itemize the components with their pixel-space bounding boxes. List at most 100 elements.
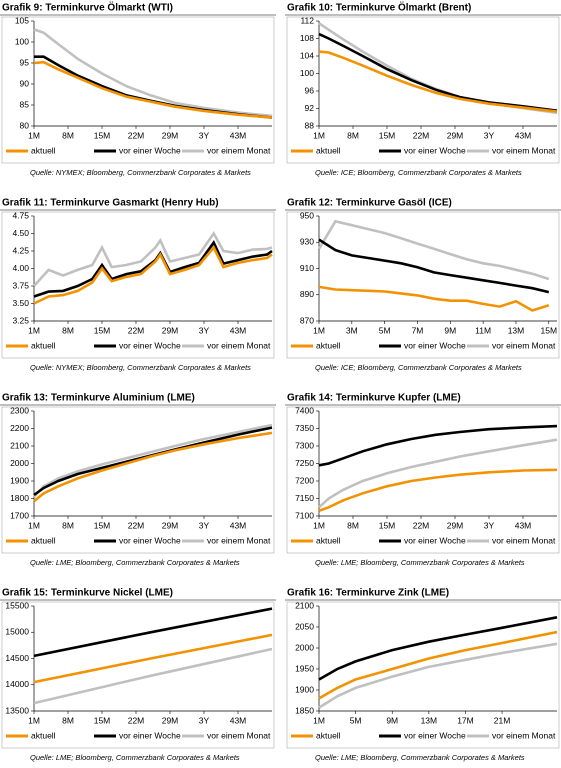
series-line xyxy=(33,607,273,658)
legend-label: vor einer Woche xyxy=(404,145,466,155)
x-tick-label: 3Y xyxy=(484,130,495,140)
x-tick-label: 43M xyxy=(230,520,247,530)
x-tick-label: 5M xyxy=(350,715,362,725)
y-tick-label: 2000 xyxy=(295,642,314,652)
x-tick-label: 29M xyxy=(162,520,179,530)
x-tick-label: 3Y xyxy=(199,520,210,530)
x-tick-label: 22M xyxy=(413,520,430,530)
series-line xyxy=(318,22,558,115)
y-tick-label: 2300 xyxy=(10,405,29,415)
y-tick-label: 910 xyxy=(300,263,314,273)
series-line xyxy=(318,438,558,509)
x-tick-label: 8M xyxy=(62,130,74,140)
chart-title: Grafik 12: Terminkurve Gasöl (ICE) xyxy=(287,198,452,209)
y-tick-label: 104 xyxy=(300,50,314,60)
chart-title: Grafik 11: Terminkurve Gasmarkt (Henry H… xyxy=(2,198,219,209)
y-tick-label: 950 xyxy=(300,210,314,220)
series-line xyxy=(33,245,273,305)
legend-label: aktuell xyxy=(31,145,56,155)
x-tick-label: 22M xyxy=(128,715,145,725)
series-line xyxy=(33,423,273,498)
x-tick-label: 3Y xyxy=(484,520,495,530)
legend-label: vor einem Monat xyxy=(492,730,556,740)
source-note: Quelle: NYMEX; Bloomberg, Commerzbank Co… xyxy=(30,168,251,177)
y-tick-label: 1800 xyxy=(10,493,29,503)
y-tick-label: 4.75 xyxy=(12,210,29,220)
y-tick-label: 890 xyxy=(300,289,314,299)
x-tick-label: 8M xyxy=(347,520,359,530)
y-tick-label: 85 xyxy=(20,99,30,109)
legend-label: vor einem Monat xyxy=(492,145,556,155)
frame xyxy=(286,16,560,164)
legend-label: aktuell xyxy=(316,145,341,155)
x-tick-label: 29M xyxy=(447,130,464,140)
frame xyxy=(1,601,275,749)
series-line xyxy=(34,55,273,119)
legend-label: aktuell xyxy=(31,730,56,740)
y-tick-label: 14500 xyxy=(5,653,29,663)
series-line xyxy=(33,231,273,287)
y-tick-label: 1900 xyxy=(295,684,314,694)
source-note: Quelle: LME; Bloomberg, Commerzbank Corp… xyxy=(315,558,525,567)
y-tick-label: 7300 xyxy=(295,440,314,450)
series-line xyxy=(318,50,558,113)
x-tick-label: 1M xyxy=(28,130,40,140)
series-line xyxy=(33,647,273,705)
x-tick-label: 15M xyxy=(379,130,396,140)
series-line xyxy=(318,238,550,294)
legend-label: vor einer Woche xyxy=(404,340,466,350)
y-tick-label: 105 xyxy=(15,15,29,25)
legend-label: vor einer Woche xyxy=(119,730,181,740)
y-tick-label: 7400 xyxy=(295,405,314,415)
x-tick-label: 9M xyxy=(386,715,398,725)
x-tick-label: 8M xyxy=(62,715,74,725)
legend-label: vor einem Monat xyxy=(207,535,271,545)
legend-label: vor einer Woche xyxy=(119,340,181,350)
y-tick-label: 13500 xyxy=(5,705,29,715)
x-tick-label: 15M xyxy=(94,130,111,140)
y-tick-label: 7200 xyxy=(295,475,314,485)
y-tick-label: 2100 xyxy=(295,600,314,610)
y-tick-label: 108 xyxy=(300,33,314,43)
chart-title: Grafik 10: Terminkurve Ölmarkt (Brent) xyxy=(287,1,471,14)
x-tick-label: 22M xyxy=(128,130,145,140)
y-tick-label: 92 xyxy=(305,103,315,113)
legend-label: vor einer Woche xyxy=(119,535,181,545)
y-tick-label: 2100 xyxy=(10,440,29,450)
legend-label: aktuell xyxy=(316,535,341,545)
y-tick-label: 2200 xyxy=(10,423,29,433)
x-tick-label: 1M xyxy=(313,325,325,335)
x-tick-label: 15M xyxy=(379,520,396,530)
y-tick-label: 90 xyxy=(20,78,30,88)
x-tick-label: 3Y xyxy=(199,325,210,335)
x-tick-label: 11M xyxy=(475,325,491,335)
y-tick-label: 4.25 xyxy=(12,245,29,255)
series-line xyxy=(318,630,558,700)
x-tick-label: 22M xyxy=(128,520,145,530)
x-tick-label: 3Y xyxy=(199,130,210,140)
source-note: Quelle: ICE; Bloomberg, Commerzbank Corp… xyxy=(315,168,522,177)
x-tick-label: 13M xyxy=(508,325,525,335)
x-tick-label: 5M xyxy=(379,325,391,335)
x-tick-label: 17M xyxy=(457,715,474,725)
y-tick-label: 100 xyxy=(300,68,314,78)
y-tick-label: 930 xyxy=(300,237,314,247)
frame xyxy=(1,211,275,359)
x-tick-label: 21M xyxy=(494,715,511,725)
legend-label: aktuell xyxy=(316,340,341,350)
x-tick-label: 8M xyxy=(62,520,74,530)
series-line xyxy=(318,616,558,681)
series-line xyxy=(33,426,273,497)
frame xyxy=(1,406,275,554)
source-note: Quelle: LME; Bloomberg, Commerzbank Corp… xyxy=(30,753,240,762)
chart-title: Grafik 14: Terminkurve Kupfer (LME) xyxy=(287,393,461,404)
y-tick-label: 3.75 xyxy=(12,280,29,290)
chart-title: Grafik 16: Terminkurve Zink (LME) xyxy=(287,588,449,599)
x-tick-label: 29M xyxy=(447,520,464,530)
legend-label: aktuell xyxy=(31,340,56,350)
y-tick-label: 100 xyxy=(15,36,29,46)
x-tick-label: 22M xyxy=(128,325,145,335)
y-tick-label: 870 xyxy=(300,315,314,325)
y-tick-label: 15500 xyxy=(5,600,29,610)
